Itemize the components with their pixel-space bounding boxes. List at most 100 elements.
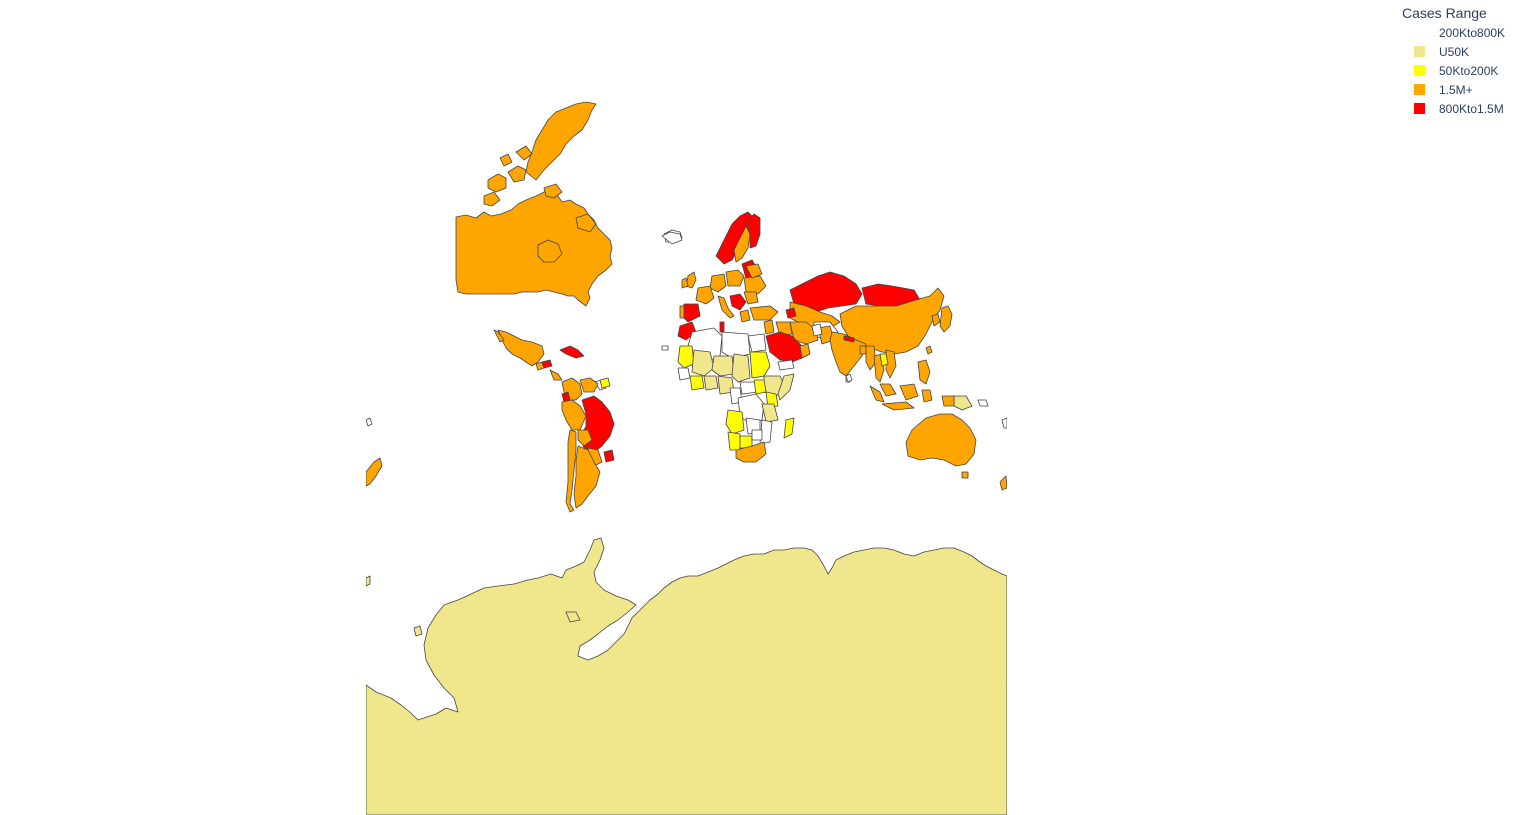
- country-australia[interactable]: [905, 413, 977, 467]
- country-ireland[interactable]: [681, 277, 689, 289]
- country-turkey[interactable]: [749, 305, 779, 321]
- country-honduras[interactable]: [541, 359, 553, 369]
- country-new-zealand-left[interactable]: [366, 457, 383, 487]
- country-canada[interactable]: [455, 187, 613, 307]
- country-korea[interactable]: [931, 313, 941, 327]
- country-antarctic-island-3[interactable]: [565, 611, 581, 623]
- country-iceland[interactable]: [661, 231, 683, 245]
- legend-label: 50Kto200K: [1439, 63, 1499, 78]
- country-namibia[interactable]: [727, 431, 741, 451]
- country-angola[interactable]: [725, 409, 745, 435]
- country-niger[interactable]: [711, 355, 735, 377]
- country-mali[interactable]: [691, 349, 715, 377]
- country-canada-island-g[interactable]: [499, 153, 513, 167]
- country-maldives[interactable]: [845, 373, 853, 383]
- country-chad[interactable]: [731, 353, 751, 383]
- country-caucasus[interactable]: [785, 307, 797, 319]
- country-somalia[interactable]: [777, 373, 795, 401]
- country-egypt[interactable]: [747, 333, 767, 353]
- country-west-africa-3[interactable]: [703, 375, 719, 391]
- country-tanzania[interactable]: [761, 403, 779, 423]
- country-sweden[interactable]: [733, 225, 751, 263]
- country-poland[interactable]: [725, 269, 745, 287]
- country-south-africa[interactable]: [735, 441, 767, 463]
- country-ukraine[interactable]: [743, 275, 767, 295]
- country-greece[interactable]: [739, 309, 751, 323]
- country-nepal[interactable]: [843, 335, 855, 343]
- country-bangladesh[interactable]: [859, 345, 867, 355]
- country-mexico[interactable]: [497, 329, 545, 367]
- country-mauritania[interactable]: [677, 345, 695, 369]
- country-finland[interactable]: [745, 213, 761, 249]
- country-pacific-island-2[interactable]: [1001, 417, 1007, 429]
- country-antarctic-island-1[interactable]: [413, 625, 423, 637]
- country-myanmar[interactable]: [865, 345, 877, 371]
- country-philippines[interactable]: [917, 359, 931, 385]
- country-indonesia-4[interactable]: [921, 389, 933, 403]
- country-canada-island-d[interactable]: [515, 145, 533, 161]
- country-guyanas[interactable]: [599, 377, 611, 389]
- country-south-sudan[interactable]: [753, 379, 767, 395]
- country-costa-rica[interactable]: [549, 369, 563, 381]
- country-kazakhstan[interactable]: [789, 301, 841, 329]
- map-svg[interactable]: [366, 100, 1007, 815]
- legend-item-u50k[interactable]: U50K: [1402, 42, 1520, 61]
- country-west-africa-2[interactable]: [689, 375, 705, 391]
- country-canada-island-e[interactable]: [543, 183, 563, 199]
- country-venezuela[interactable]: [579, 377, 599, 393]
- country-png[interactable]: [953, 395, 973, 411]
- country-taiwan[interactable]: [925, 345, 933, 355]
- country-argentina[interactable]: [573, 445, 601, 509]
- country-vietnam[interactable]: [885, 349, 897, 379]
- country-balkans[interactable]: [729, 293, 747, 311]
- country-cuba[interactable]: [559, 345, 585, 359]
- country-levant[interactable]: [763, 319, 775, 335]
- country-malaysia[interactable]: [879, 383, 897, 397]
- country-pacific-island-1[interactable]: [366, 417, 373, 427]
- country-canada-island-c[interactable]: [483, 191, 501, 207]
- legend-item-50kto200k[interactable]: 50Kto200K: [1402, 61, 1520, 80]
- country-canada-island-a[interactable]: [487, 173, 507, 193]
- legend-label: 800Kto1.5M: [1439, 101, 1504, 116]
- country-tasmania[interactable]: [961, 471, 969, 479]
- country-afghanistan[interactable]: [811, 323, 823, 337]
- country-france[interactable]: [695, 285, 715, 305]
- country-yemen[interactable]: [777, 359, 795, 371]
- country-uruguay[interactable]: [603, 449, 615, 463]
- country-japan[interactable]: [939, 305, 953, 333]
- country-bolivia[interactable]: [577, 429, 593, 447]
- country-peru[interactable]: [561, 399, 587, 431]
- country-antarctica[interactable]: [366, 537, 1007, 815]
- country-new-zealand[interactable]: [999, 475, 1007, 491]
- country-canada-island-b[interactable]: [507, 165, 527, 183]
- country-germany[interactable]: [709, 273, 727, 293]
- country-romania[interactable]: [743, 291, 759, 305]
- country-indonesia-3[interactable]: [881, 401, 915, 411]
- legend-label: 1.5M+: [1439, 82, 1473, 97]
- country-madagascar[interactable]: [783, 417, 795, 439]
- country-tunisia[interactable]: [719, 321, 725, 333]
- country-canada-island-f[interactable]: [575, 213, 597, 233]
- country-sudan[interactable]: [749, 351, 771, 379]
- country-spain[interactable]: [681, 303, 701, 323]
- choropleth-map[interactable]: [366, 100, 1007, 815]
- country-baja[interactable]: [493, 329, 505, 343]
- country-oman[interactable]: [799, 343, 811, 359]
- country-zimbabwe[interactable]: [751, 429, 763, 441]
- legend-item-200kto800k[interactable]: 200Kto800K: [1402, 23, 1520, 42]
- country-antarctic-island-2[interactable]: [366, 575, 371, 587]
- country-portugal[interactable]: [679, 305, 685, 319]
- country-italy[interactable]: [717, 295, 735, 319]
- country-west-africa-1[interactable]: [677, 367, 691, 381]
- country-solomon[interactable]: [977, 399, 989, 407]
- country-new-guinea-west[interactable]: [941, 395, 955, 407]
- country-indonesia-2[interactable]: [899, 383, 919, 401]
- country-canada-arctic-islands[interactable]: [525, 101, 597, 181]
- country-indonesia-1[interactable]: [869, 385, 885, 403]
- country-laos[interactable]: [879, 353, 889, 367]
- country-canary[interactable]: [661, 345, 669, 351]
- legend-item-1-5m-plus[interactable]: 1.5M+: [1402, 80, 1520, 99]
- country-chile[interactable]: [565, 429, 577, 513]
- country-belarus[interactable]: [745, 263, 763, 279]
- legend-item-800kto1-5m[interactable]: 800Kto1.5M: [1402, 99, 1520, 118]
